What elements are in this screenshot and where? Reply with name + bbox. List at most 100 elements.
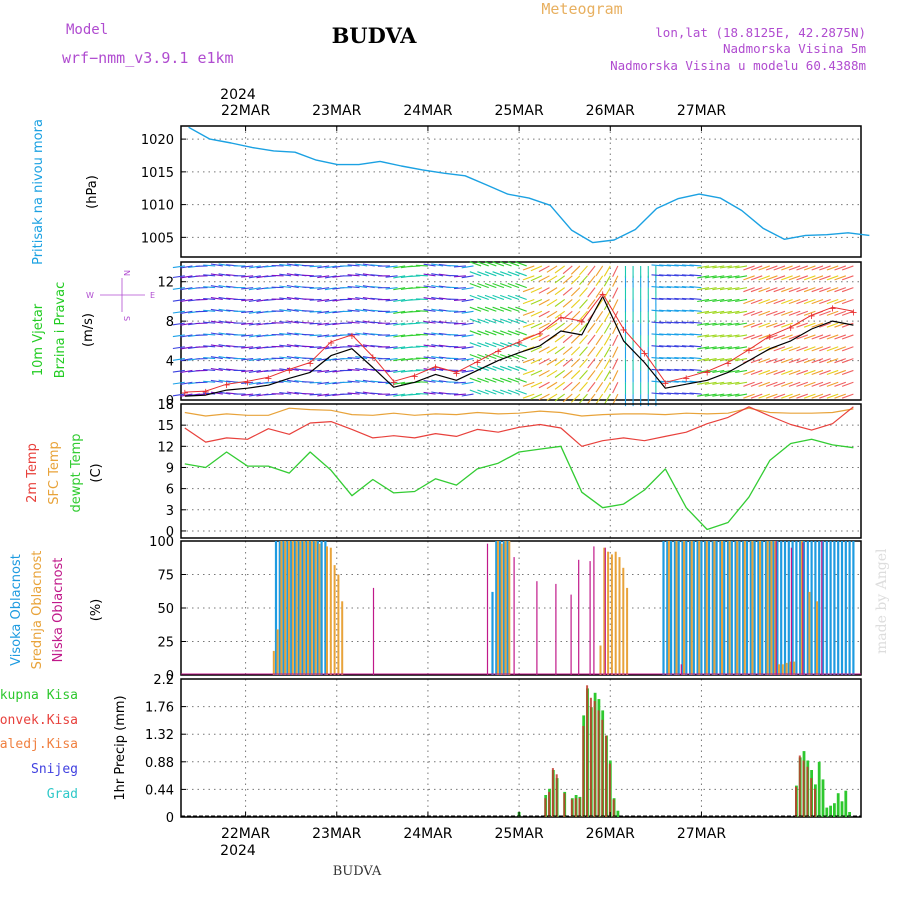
wind-arrow (674, 274, 687, 277)
wind-arrow (826, 287, 839, 293)
wind-arrow (735, 298, 748, 303)
wind-arrow (453, 310, 466, 313)
wind-arrow (841, 275, 854, 281)
wind-arrow (423, 297, 436, 301)
wind-arrow (492, 261, 505, 267)
wind-arrow (538, 298, 550, 306)
wind-arrow (758, 275, 771, 281)
wind-arrow (286, 296, 299, 300)
wind-arrow (415, 310, 428, 312)
wind-arrow (530, 369, 543, 376)
wind-arrow (500, 261, 512, 267)
wind-arrow (773, 381, 786, 387)
wind-arrow (841, 393, 854, 399)
wind-arrow (408, 265, 421, 268)
cloud-bar (599, 645, 602, 675)
wind-arrow (674, 392, 687, 395)
wind-arrow (587, 265, 596, 276)
gust-mark: + (745, 346, 753, 357)
coordinates: lon,lat (18.8125E, 42.2875N) (655, 25, 866, 40)
wind-arrow (612, 346, 619, 358)
precip-bar-convective (810, 778, 813, 817)
wind-arrow (180, 310, 193, 314)
cloud-bar (753, 541, 756, 675)
wind-arrow (727, 393, 740, 397)
wind-arrow (712, 346, 725, 350)
wind-arrow (210, 320, 223, 324)
wind-arrow (803, 334, 816, 340)
wind-arrow (362, 332, 375, 336)
wind-arrow (651, 333, 664, 336)
precip-bar-convective (597, 710, 600, 817)
cloud-bar (719, 541, 722, 675)
wind-arrow (393, 298, 406, 303)
cloud-bar (555, 583, 557, 675)
wind-arrow (385, 346, 398, 349)
wind-arrow (172, 298, 185, 302)
wind-arrow (180, 275, 193, 279)
station-title: BUDVA (332, 23, 418, 48)
panel-frame (180, 403, 862, 539)
wind-arrow (492, 377, 505, 383)
legend-convective-rain: Konvek.Kisa (0, 713, 78, 728)
wind-arrow (507, 330, 520, 336)
wind-arrow (469, 294, 482, 300)
wind-arrow (218, 367, 231, 371)
cloud-bar (496, 541, 499, 675)
wind-arrow (431, 296, 444, 300)
cloud-bar (715, 541, 718, 675)
y-tick-label: 1010 (141, 199, 174, 214)
wind-arrow (727, 265, 740, 269)
wind-arrow (530, 310, 543, 317)
wind-arrow (773, 265, 786, 271)
wind-arrow (415, 345, 428, 348)
wind-arrow (385, 298, 398, 302)
wind-arrow (347, 321, 360, 324)
wind-arrow (309, 275, 322, 278)
wind-arrow (324, 265, 337, 269)
cloud-bar (622, 567, 625, 675)
wind-arrow (579, 310, 588, 321)
wind-arrow (595, 346, 604, 358)
wind-arrow (704, 310, 717, 314)
cloud-bar (286, 541, 289, 675)
wind-arrow (689, 392, 702, 395)
wind-arrow (587, 393, 596, 404)
wind-arrow (587, 370, 596, 381)
wind-arrow (180, 265, 193, 269)
wind-arrow (826, 393, 839, 399)
wind-arrow (834, 334, 846, 340)
cloud-bar (667, 541, 670, 675)
wind-arrow (773, 322, 786, 328)
cloud-bar (821, 541, 825, 675)
wind-arrow (796, 310, 809, 316)
wind-arrow (750, 275, 763, 281)
wind-arrow (712, 310, 725, 314)
wind-arrow (477, 389, 489, 395)
cloud-bar (692, 541, 695, 675)
wind-arrow (492, 306, 505, 312)
precip-bar-convective (578, 798, 581, 817)
cloud-bar (295, 541, 298, 675)
wind-arrow (301, 333, 314, 336)
wind-arrow (538, 275, 550, 282)
wind-arrow (595, 381, 604, 393)
wind-arrow (689, 309, 702, 312)
wind-arrow (666, 264, 679, 267)
cloud-bar (593, 546, 595, 675)
wind-arrow (743, 275, 755, 281)
wind-arrow (408, 322, 421, 325)
wind-arrow (803, 322, 816, 328)
wind-arrow (507, 282, 520, 289)
wind-arrow (538, 393, 550, 401)
wind-arrow (423, 285, 436, 289)
wind-arrow (286, 332, 299, 336)
cloud-bar (745, 541, 749, 675)
wind-arrow (484, 318, 497, 324)
wind-arrow (538, 346, 550, 353)
wind-arrow (408, 287, 421, 289)
wind-arrow (324, 393, 337, 397)
wind-arrow (773, 310, 786, 316)
wind-arrow (286, 391, 299, 395)
wind-arrow (719, 287, 732, 291)
